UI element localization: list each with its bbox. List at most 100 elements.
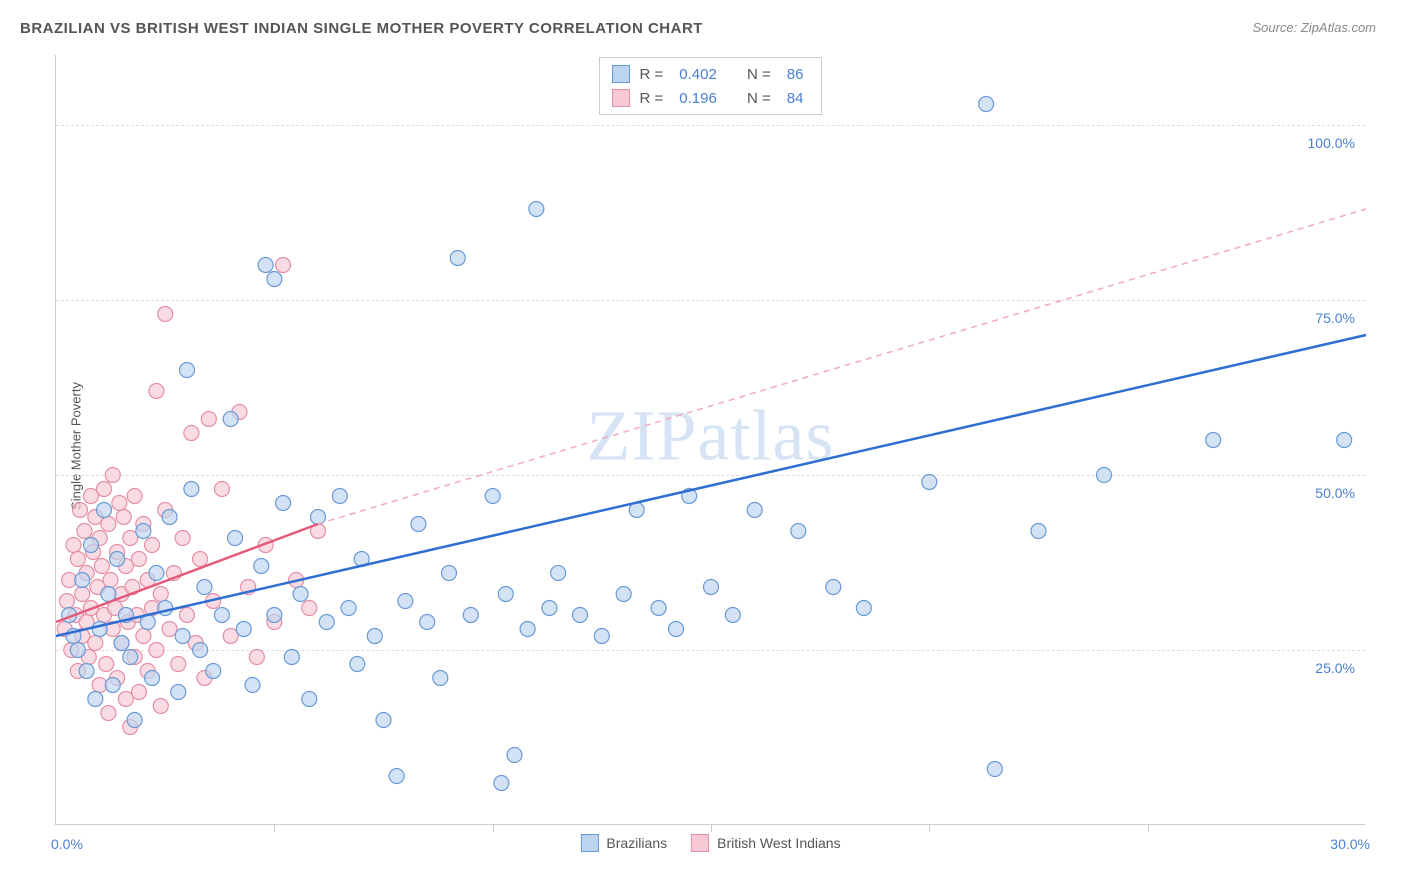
stat-r-value-1: 0.402	[679, 66, 717, 83]
scatter-point	[94, 559, 109, 574]
xtick	[1148, 824, 1149, 832]
scatter-point	[75, 587, 90, 602]
scatter-point	[302, 601, 317, 616]
scatter-point	[245, 678, 260, 693]
swatch-bwi	[612, 89, 630, 107]
legend-label-bwi: British West Indians	[717, 835, 840, 851]
scatter-point	[551, 566, 566, 581]
stat-n-label-1: N =	[747, 66, 771, 83]
scatter-point	[826, 580, 841, 595]
legend-item-brazilians: Brazilians	[580, 834, 667, 852]
scatter-point	[367, 629, 382, 644]
scatter-point	[184, 482, 199, 497]
scatter-point	[267, 272, 282, 287]
scatter-point	[249, 650, 264, 665]
scatter-point	[856, 601, 871, 616]
scatter-point	[376, 713, 391, 728]
scatter-point	[70, 552, 85, 567]
legend-item-bwi: British West Indians	[691, 834, 840, 852]
scatter-point	[284, 650, 299, 665]
scatter-point	[922, 475, 937, 490]
scatter-point	[236, 622, 251, 637]
scatter-point	[77, 524, 92, 539]
scatter-point	[651, 601, 666, 616]
scatter-point	[1337, 433, 1352, 448]
scatter-point	[97, 482, 112, 497]
x-min-label: 0.0%	[51, 836, 83, 852]
scatter-point	[123, 650, 138, 665]
chart-container: BRAZILIAN VS BRITISH WEST INDIAN SINGLE …	[0, 0, 1406, 892]
scatter-point	[114, 636, 129, 651]
scatter-point	[498, 587, 513, 602]
scatter-point	[1097, 468, 1112, 483]
scatter-point	[542, 601, 557, 616]
scatter-point	[73, 503, 88, 518]
scatter-point	[442, 566, 457, 581]
scatter-point	[193, 643, 208, 658]
scatter-point	[88, 636, 103, 651]
scatter-point	[101, 517, 116, 532]
scatter-point	[105, 678, 120, 693]
scatter-point	[103, 573, 118, 588]
scatter-point	[725, 608, 740, 623]
scatter-svg	[56, 55, 1365, 824]
scatter-point	[485, 489, 500, 504]
stat-n-label-2: N =	[747, 90, 771, 107]
scatter-point	[411, 517, 426, 532]
scatter-point	[987, 762, 1002, 777]
scatter-point	[149, 384, 164, 399]
scatter-point	[450, 251, 465, 266]
scatter-point	[529, 202, 544, 217]
scatter-point	[153, 699, 168, 714]
scatter-point	[175, 629, 190, 644]
scatter-point	[398, 594, 413, 609]
scatter-point	[223, 412, 238, 427]
scatter-point	[206, 664, 221, 679]
scatter-point	[97, 503, 112, 518]
bottom-legend: Brazilians British West Indians	[580, 834, 840, 852]
scatter-point	[293, 587, 308, 602]
xtick	[274, 824, 275, 832]
scatter-point	[131, 685, 146, 700]
stat-n-value-2: 84	[787, 90, 804, 107]
scatter-point	[201, 412, 216, 427]
scatter-point	[79, 664, 94, 679]
scatter-point	[112, 496, 127, 511]
scatter-point	[228, 531, 243, 546]
stat-row-2: R = 0.196 N = 84	[612, 86, 810, 110]
scatter-point	[88, 692, 103, 707]
scatter-point	[420, 615, 435, 630]
legend-swatch-bwi	[691, 834, 709, 852]
stat-r-label-2: R =	[640, 90, 664, 107]
scatter-point	[350, 657, 365, 672]
scatter-point	[149, 566, 164, 581]
xtick	[493, 824, 494, 832]
scatter-point	[389, 769, 404, 784]
scatter-point	[276, 258, 291, 273]
scatter-point	[507, 748, 522, 763]
scatter-point	[341, 601, 356, 616]
scatter-point	[747, 503, 762, 518]
scatter-point	[149, 643, 164, 658]
scatter-point	[145, 671, 160, 686]
scatter-point	[302, 692, 317, 707]
scatter-point	[158, 307, 173, 322]
scatter-point	[594, 629, 609, 644]
scatter-point	[573, 608, 588, 623]
stat-box: R = 0.402 N = 86 R = 0.196 N = 84	[599, 57, 823, 115]
scatter-point	[127, 713, 142, 728]
stat-r-value-2: 0.196	[679, 90, 717, 107]
scatter-point	[131, 552, 146, 567]
scatter-point	[66, 538, 81, 553]
scatter-point	[171, 685, 186, 700]
scatter-point	[494, 776, 509, 791]
scatter-point	[153, 587, 168, 602]
scatter-point	[332, 489, 347, 504]
scatter-point	[463, 608, 478, 623]
scatter-point	[1031, 524, 1046, 539]
scatter-point	[267, 608, 282, 623]
stat-n-value-1: 86	[787, 66, 804, 83]
scatter-point	[59, 594, 74, 609]
scatter-point	[75, 573, 90, 588]
scatter-point	[669, 622, 684, 637]
